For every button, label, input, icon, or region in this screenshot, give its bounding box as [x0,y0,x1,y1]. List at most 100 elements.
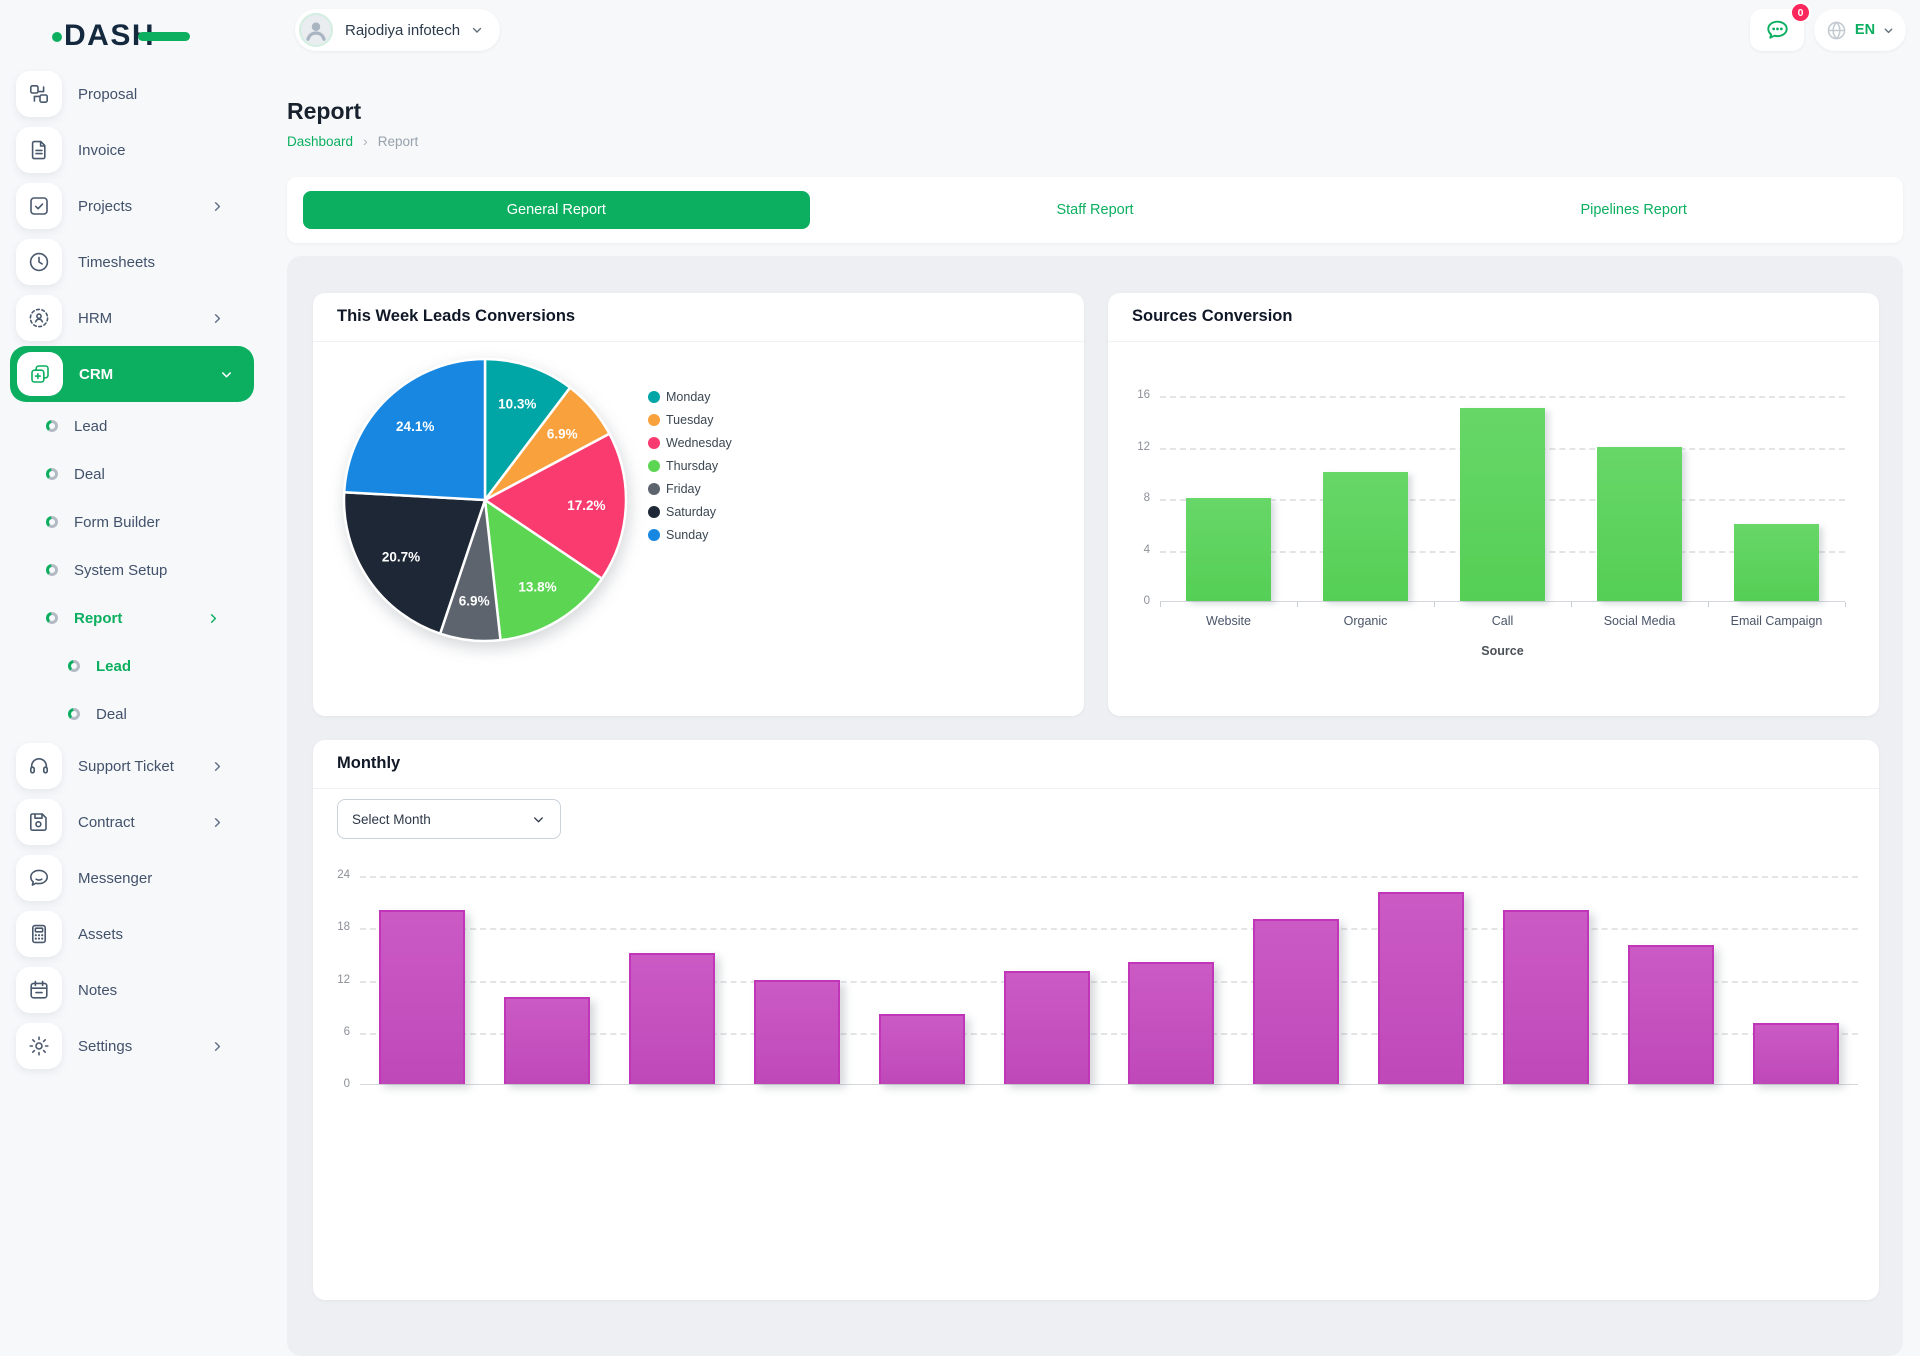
sidebar-item-timesheets[interactable]: Timesheets [0,234,265,290]
sidebar-item-system-setup[interactable]: System Setup [0,546,265,594]
sidebar-item-report-deal[interactable]: Deal [0,690,265,738]
x-axis-tick [1845,602,1846,607]
legend-dot [648,528,660,541]
breadcrumb-dashboard-link[interactable]: Dashboard [287,133,354,149]
breadcrumb-current: Report [377,133,419,149]
crm-icon-tile [17,352,63,396]
chevron-down-icon [472,27,482,34]
sidebar-item-label: Deal [96,705,127,723]
messenger-icon-tile [16,855,62,901]
bar-4 [753,979,840,1084]
bar-12 [1752,1023,1839,1084]
sidebar-item-crm[interactable]: CRM [10,346,254,402]
sidebar-item-notes[interactable]: Notes [0,962,265,1018]
sidebar-item-invoice[interactable]: Invoice [0,122,265,178]
sidebar-item-report[interactable]: Report [0,594,265,642]
pie-slice-label: 24.1% [396,419,434,434]
sidebar-item-report-lead[interactable]: Lead [0,642,265,690]
legend-item-wednesday: Wednesday [648,431,732,454]
bullet-icon [68,660,80,672]
app-logo[interactable]: DASH [52,16,224,58]
bar-10 [1502,909,1589,1084]
sidebar-item-hrm[interactable]: HRM [0,290,265,346]
sidebar-item-support-ticket[interactable]: Support Ticket [0,738,265,794]
select-month-dropdown[interactable]: Select Month [337,799,561,839]
bar-5 [878,1014,965,1084]
monthly-report-card: Monthly Select Month 0 6 12 18 24 [313,740,1879,1300]
y-tick-label: 16 [1137,389,1150,401]
tab-general-report[interactable]: General Report [287,191,826,229]
timesheets-icon [29,252,49,272]
chevron-right-icon [210,613,217,623]
sidebar-item-label: Timesheets [78,253,155,271]
chevron-down-icon [534,816,543,823]
pie-slice-thursday [483,498,604,642]
breadcrumb: Dashboard › Report [287,133,418,149]
select-month-label: Select Month [352,811,431,827]
pie-slice-label: 10.3% [498,396,536,411]
proposal-icon-tile [16,71,62,117]
breadcrumb-separator-icon: › [363,133,368,149]
legend-label: Monday [666,389,711,404]
chevron-down-icon [222,371,231,377]
y-tick-label: 18 [337,921,350,934]
globe-icon [1827,20,1846,40]
plot-area [1160,396,1846,607]
legend-dot [648,436,660,449]
pie-legend: Monday Tuesday Wednesday Thursday Friday Satu… [648,385,732,546]
sidebar-item-proposal[interactable]: Proposal [0,66,265,122]
bar-11 [1627,944,1714,1084]
chevron-right-icon [214,313,221,323]
sidebar-item-label: Settings [78,1037,133,1055]
tab-pipelines-report[interactable]: Pipelines Report [1580,202,1687,218]
sources-conversion-card: Sources Conversion 0 4 8 12 16 Website Organic… [1108,293,1879,716]
x-axis-label: Source [1481,644,1524,658]
x-category-label: Social Media [1603,614,1676,628]
bar-email-campaign [1734,523,1819,601]
gridline [360,980,1858,983]
bullet-icon [46,516,58,528]
contract-icon-tile [16,799,62,845]
gridline [360,1032,1858,1035]
sidebar-item-label: Form Builder [74,513,160,531]
pie-slice-wednesday [483,432,628,581]
bar-6 [1003,970,1090,1084]
bar-8 [1253,918,1340,1084]
gridline [360,876,1858,878]
x-axis-tick [1708,602,1709,607]
legend-label: Thursday [666,458,719,473]
pie-slice-sunday [342,357,487,502]
hrm-icon-tile [16,295,62,341]
chevron-right-icon [214,1041,221,1051]
tab-staff-report[interactable]: Staff Report [1056,202,1134,218]
sidebar-item-projects[interactable]: Projects [0,178,265,234]
legend-label: Sunday [666,527,709,542]
proposal-icon [29,84,48,103]
language-selector[interactable]: EN [1814,9,1906,51]
sidebar-item-lead[interactable]: Lead [0,402,265,450]
sidebar-item-label: Deal [74,465,105,483]
legend-dot [648,413,660,426]
company-selector[interactable]: Rajodiya infotech [295,9,501,51]
y-tick-label: 12 [337,973,350,986]
legend-label: Tuesday [666,412,714,427]
pie-slice-label: 13.8% [518,579,556,594]
messenger-notification-button[interactable]: 0 [1750,2,1811,51]
sidebar-item-label: Projects [78,197,133,215]
card-title: Sources Conversion [1108,293,1879,342]
notes-icon-tile [16,967,62,1013]
sidebar-item-label: Support Ticket [78,757,174,775]
pie-slice-monday [483,357,572,502]
sidebar-item-settings[interactable]: Settings [0,1018,265,1074]
sidebar-item-label: HRM [78,309,113,327]
legend-dot [648,459,660,472]
sidebar-item-deal[interactable]: Deal [0,450,265,498]
sidebar-item-contract[interactable]: Contract [0,794,265,850]
bullet-icon [46,420,58,432]
sidebar-item-label: Proposal [78,85,138,103]
sidebar-item-messenger[interactable]: Messenger [0,850,265,906]
crm-icon [31,365,49,383]
sidebar-item-assets[interactable]: Assets [0,906,265,962]
bar-7 [1128,962,1215,1084]
sidebar-item-form-builder[interactable]: Form Builder [0,498,265,546]
